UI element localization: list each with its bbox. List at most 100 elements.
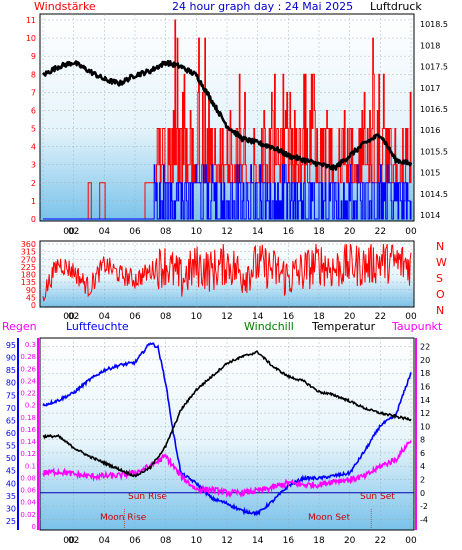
humidity-tick-7: 60	[6, 429, 16, 438]
temp-tick-5: 6	[420, 449, 425, 458]
dir-xtick-1: 02	[68, 312, 79, 322]
climate-xtick-3: 06	[129, 536, 141, 546]
climate-xtick-11: 22	[375, 536, 386, 546]
temp-tick-11: 18	[420, 369, 430, 378]
climate-xtick-5: 10	[191, 536, 203, 546]
temp-tick-2: 0	[420, 489, 425, 498]
dir-xtick-9: 18	[313, 312, 325, 322]
rain-tick-14: 0.28	[20, 353, 36, 361]
humidity-tick-4: 45	[6, 467, 16, 476]
pressure-tick-3: 1015.5	[420, 147, 448, 156]
rain-tick-15: 0.3	[25, 341, 36, 349]
humidity-tick-10: 75	[6, 391, 16, 400]
climate-xtick-12: 00	[405, 536, 417, 546]
climate-xtick-7: 14	[252, 536, 264, 546]
wind-tick-10: 10	[26, 34, 36, 43]
rain-tick-7: 0.14	[20, 438, 36, 446]
climate-xtick-8: 16	[283, 536, 295, 546]
dir-xtick-3: 06	[129, 312, 141, 322]
wind-tick-4: 4	[31, 143, 36, 152]
dir-tick-0: 0	[31, 301, 36, 310]
temp-tick-10: 16	[420, 383, 430, 392]
dir-xtick-8: 16	[283, 312, 295, 322]
rain-tick-6: 0.12	[20, 450, 36, 458]
temperature-series	[42, 350, 412, 478]
rain-tick-2: 0.04	[20, 499, 36, 507]
humidity-tick-14: 95	[6, 341, 16, 350]
left-axis-title: Windstärke	[34, 0, 96, 13]
temp-tick-7: 10	[420, 422, 430, 431]
direction-series	[42, 243, 412, 302]
wind-tick-5: 5	[31, 125, 36, 134]
compass-label-3: O	[436, 288, 445, 301]
legend-windchill: Windchill	[244, 320, 294, 333]
humidity-tick-8: 65	[6, 416, 16, 425]
dir-tick-4: 180	[21, 271, 36, 280]
wind-tick-8: 8	[31, 70, 36, 79]
dir-xtick-0: 00	[63, 312, 75, 322]
rain-tick-3: 0.06	[20, 487, 36, 495]
climate-xtick-1: 02	[68, 536, 79, 546]
wind-xtick-1: 02	[68, 227, 79, 237]
pressure-tick-6: 1017	[420, 84, 440, 93]
legend-taupunkt: Taupunkt	[391, 320, 443, 333]
climate-xtick-4: 08	[160, 536, 172, 546]
pressure-tick-4: 1016	[420, 126, 440, 135]
rain-tick-10: 0.2	[25, 402, 36, 410]
dir-tick-3: 135	[21, 278, 36, 287]
pressure-series	[41, 59, 413, 171]
wind-xtick-5: 10	[191, 227, 203, 237]
pressure-tick-9: 1018.5	[420, 20, 448, 29]
pressure-tick-5: 1016.5	[420, 105, 448, 114]
temp-tick-6: 8	[420, 436, 425, 445]
humidity-tick-3: 40	[6, 479, 16, 488]
wind-tick-2: 2	[31, 179, 36, 188]
rain-tick-1: 0.02	[20, 511, 36, 519]
humidity-tick-2: 35	[6, 492, 16, 501]
dir-tick-5: 225	[21, 263, 36, 272]
temp-tick-8: 12	[420, 409, 430, 418]
rain-tick-5: 0.1	[25, 462, 36, 470]
wind-tick-3: 3	[31, 161, 36, 170]
pressure-tick-1: 1014.5	[420, 190, 448, 199]
wind-xtick-8: 16	[283, 227, 295, 237]
compass-label-4: N	[436, 304, 444, 317]
dir-xtick-12: 00	[405, 312, 417, 322]
moon-set-label: Moon Set	[308, 513, 351, 523]
sun-rise-label: Sun Rise	[128, 492, 167, 502]
pressure-tick-8: 1018	[420, 41, 440, 50]
rain-tick-13: 0.26	[20, 365, 36, 373]
dir-tick-2: 90	[26, 286, 36, 295]
humidity-tick-5: 50	[6, 454, 16, 463]
humidity-tick-13: 90	[6, 354, 16, 363]
dir-xtick-11: 22	[375, 312, 386, 322]
wind-xtick-0: 00	[63, 227, 75, 237]
climate-xtick-0: 00	[63, 536, 75, 546]
dir-tick-8: 360	[21, 240, 36, 249]
dir-xtick-2: 04	[99, 312, 111, 322]
compass-label-0: N	[436, 240, 444, 253]
temp-tick-1: -2	[420, 502, 428, 511]
compass-label-1: W	[436, 256, 447, 269]
humidity-tick-9: 70	[6, 404, 16, 413]
dir-tick-1: 45	[26, 293, 36, 302]
sun-set-label: Sun Set	[360, 492, 395, 502]
temp-tick-4: 4	[420, 462, 425, 471]
dir-xtick-6: 12	[221, 312, 232, 322]
wind-tick-9: 9	[31, 52, 36, 61]
temp-tick-9: 14	[420, 396, 430, 405]
temp-tick-3: 2	[420, 476, 425, 485]
legend-regen: Regen	[2, 320, 37, 333]
wind-speed-series	[43, 164, 412, 220]
wind-xtick-7: 14	[252, 227, 264, 237]
climate-xtick-10: 20	[344, 536, 356, 546]
pressure-tick-7: 1017.5	[420, 63, 448, 72]
wind-tick-11: 11	[26, 16, 36, 25]
legend-luftfeuchte: Luftfeuchte	[66, 320, 129, 333]
temp-tick-0: -4	[420, 515, 428, 524]
rain-tick-11: 0.22	[20, 390, 36, 398]
dewpoint-series	[42, 440, 412, 498]
pressure-tick-2: 1015	[420, 169, 440, 178]
dir-xtick-7: 14	[252, 312, 264, 322]
